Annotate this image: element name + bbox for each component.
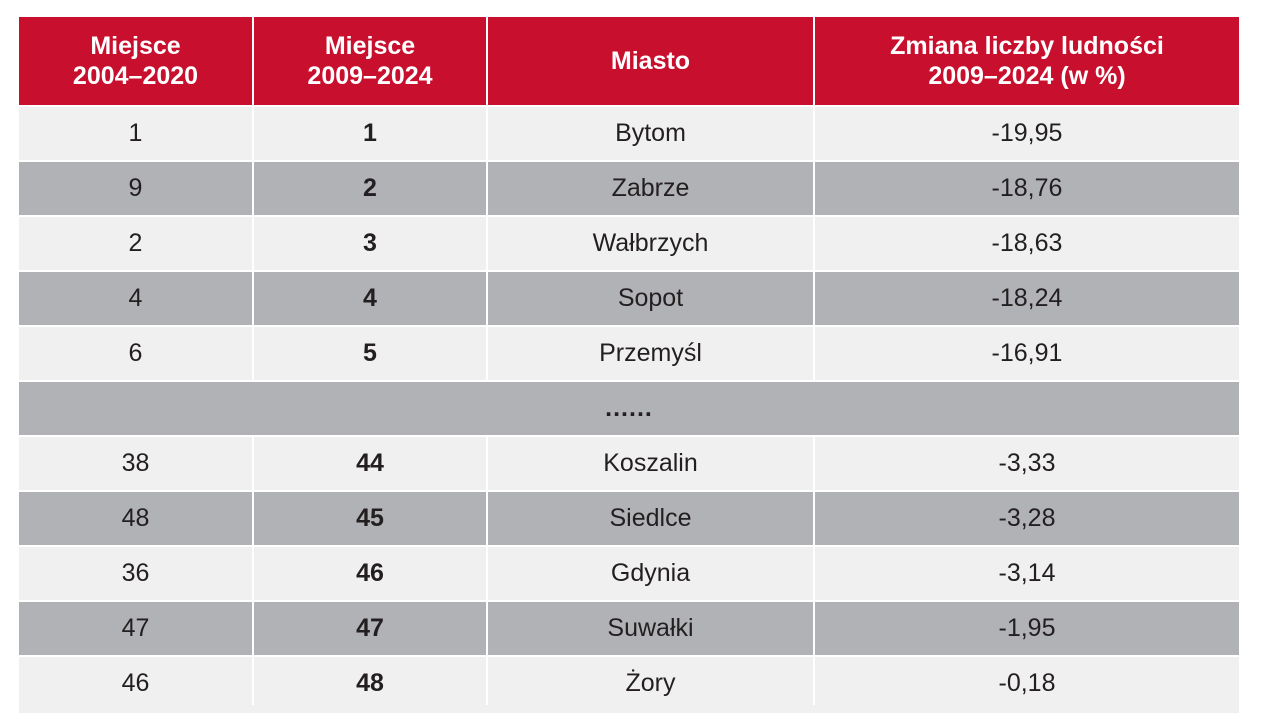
- cell-place-2004-2020: 36: [19, 545, 253, 601]
- cell-place-2009-2024: 2: [252, 160, 487, 216]
- cell-place-2009-2024: 3: [252, 215, 487, 271]
- cell-city: Gdynia: [486, 545, 814, 601]
- table-row: 48 45 Siedlce -3,28: [19, 490, 1239, 546]
- header-line: Miejsce: [90, 32, 181, 60]
- cell-change: -0,18: [813, 655, 1239, 710]
- header-population-change: Zmiana liczby ludności 2009–2024 (w %): [813, 17, 1239, 106]
- header-line: Zmiana liczby ludności: [890, 32, 1164, 60]
- cell-change: -18,76: [813, 160, 1239, 216]
- header-line: 2009–2024: [307, 62, 433, 90]
- table-header: Miejsce 2004–2020 Miejsce 2009–2024 Mias…: [19, 17, 1239, 106]
- table-row: 9 2 Zabrze -18,76: [19, 160, 1239, 216]
- table-row: 6 5 Przemyśl -16,91: [19, 325, 1239, 381]
- header-city: Miasto: [486, 17, 814, 106]
- cell-change: -19,95: [813, 105, 1239, 161]
- cell-change: -3,33: [813, 435, 1239, 491]
- table-row: 36 46 Gdynia -3,14: [19, 545, 1239, 601]
- cell-place-2004-2020: 48: [19, 490, 253, 546]
- cell-place-2009-2024: 45: [252, 490, 487, 546]
- cell-change: -18,24: [813, 270, 1239, 326]
- population-change-table-wrapper: Miejsce 2004–2020 Miejsce 2009–2024 Mias…: [19, 17, 1239, 710]
- cell-place-2009-2024: 1: [252, 105, 487, 161]
- population-change-table: Miejsce 2004–2020 Miejsce 2009–2024 Mias…: [19, 17, 1239, 710]
- cell-city: Sopot: [486, 270, 814, 326]
- table-row: 38 44 Koszalin -3,33: [19, 435, 1239, 491]
- ellipsis-cell: ......: [19, 380, 1239, 436]
- cell-place-2004-2020: 2: [19, 215, 253, 271]
- cell-place-2009-2024: 4: [252, 270, 487, 326]
- table-body: 1 1 Bytom -19,95 9 2 Zabrze -18,76 2 3 W…: [19, 105, 1239, 710]
- cell-city: Zabrze: [486, 160, 814, 216]
- cell-place-2009-2024: 48: [252, 655, 487, 710]
- cell-city: Suwałki: [486, 600, 814, 656]
- header-line: 2009–2024 (w %): [928, 62, 1126, 90]
- header-place-2004-2020: Miejsce 2004–2020: [19, 17, 253, 106]
- header-row: Miejsce 2004–2020 Miejsce 2009–2024 Mias…: [19, 17, 1239, 106]
- header-line: 2004–2020: [72, 62, 199, 90]
- cell-place-2004-2020: 47: [19, 600, 253, 656]
- cell-place-2004-2020: 4: [19, 270, 253, 326]
- table-row: 4 4 Sopot -18,24: [19, 270, 1239, 326]
- cell-city: Bytom: [486, 105, 814, 161]
- cell-city: Przemyśl: [486, 325, 814, 381]
- ellipsis-row: ......: [19, 380, 1239, 436]
- table-row: 2 3 Wałbrzych -18,63: [19, 215, 1239, 271]
- header-line: Miejsce: [324, 32, 416, 60]
- cell-place-2004-2020: 6: [19, 325, 253, 381]
- cell-change: -3,14: [813, 545, 1239, 601]
- cell-place-2004-2020: 9: [19, 160, 253, 216]
- table-row: 47 47 Suwałki -1,95: [19, 600, 1239, 656]
- header-line: Miasto: [610, 47, 691, 75]
- cell-place-2004-2020: 1: [19, 105, 253, 161]
- cell-place-2009-2024: 5: [252, 325, 487, 381]
- cell-place-2004-2020: 46: [19, 655, 253, 710]
- header-place-2009-2024: Miejsce 2009–2024: [252, 17, 487, 106]
- cell-change: -3,28: [813, 490, 1239, 546]
- cell-place-2009-2024: 44: [252, 435, 487, 491]
- cell-place-2009-2024: 47: [252, 600, 487, 656]
- table-row: 1 1 Bytom -19,95: [19, 105, 1239, 161]
- cell-place-2004-2020: 38: [19, 435, 253, 491]
- cell-change: -18,63: [813, 215, 1239, 271]
- cell-city: Żory: [486, 655, 814, 710]
- cell-place-2009-2024: 46: [252, 545, 487, 601]
- cell-city: Siedlce: [486, 490, 814, 546]
- cell-change: -1,95: [813, 600, 1239, 656]
- table-row: 46 48 Żory -0,18: [19, 655, 1239, 710]
- bottom-strip: [19, 705, 1239, 713]
- cell-city: Wałbrzych: [486, 215, 814, 271]
- cell-city: Koszalin: [486, 435, 814, 491]
- cell-change: -16,91: [813, 325, 1239, 381]
